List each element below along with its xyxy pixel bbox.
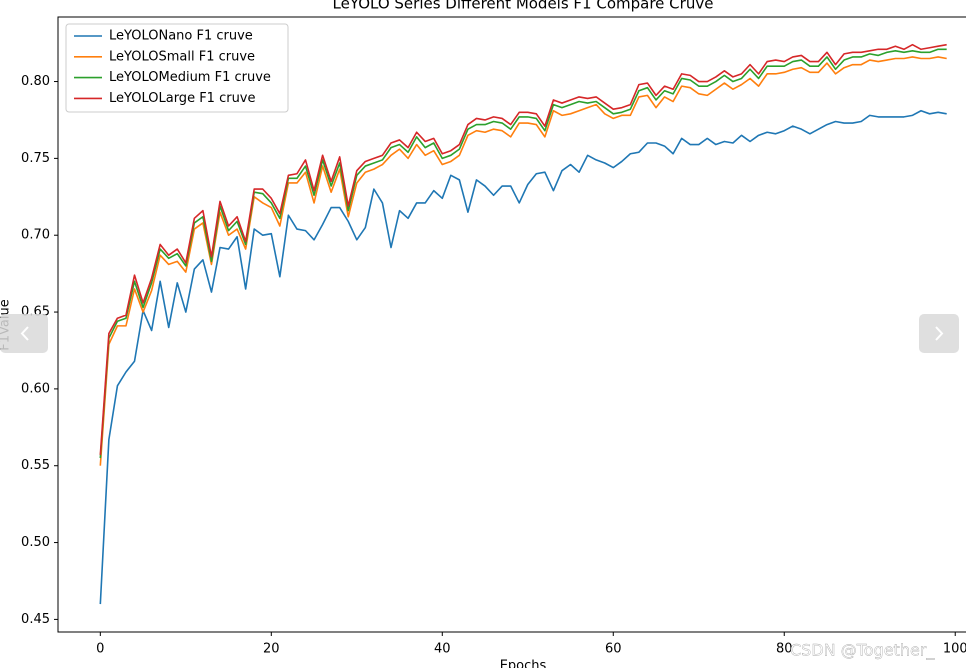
next-chevron[interactable]	[935, 326, 944, 341]
y-tick-label: 0.80	[21, 74, 50, 89]
data-line	[99, 56, 947, 466]
next-button-bg[interactable]	[919, 314, 959, 353]
y-tick-label: 0.70	[21, 228, 50, 243]
next-button[interactable]	[919, 314, 959, 353]
x-tick-label: 100	[943, 642, 966, 657]
legend-label: LeYOLOSmall F1 cruve	[109, 49, 255, 64]
x-tick-label: 40	[434, 642, 451, 657]
chart-title: LeYOLO Series Different Models F1 Compar…	[333, 0, 714, 13]
data-line	[99, 109, 947, 605]
prev-chevron[interactable]	[20, 326, 29, 341]
axes-frame	[57, 16, 966, 633]
legend-label: LeYOLOLarge F1 cruve	[109, 91, 256, 106]
x-tick-label: 60	[605, 642, 622, 657]
y-tick-label: 0.55	[21, 458, 50, 473]
legend-label: LeYOLONano F1 cruve	[109, 29, 253, 44]
y-tick-label: 0.75	[21, 151, 50, 166]
legend-box	[65, 23, 289, 113]
data-line	[99, 43, 947, 456]
x-axis-label: Epochs	[500, 659, 547, 668]
x-tick-label: 0	[96, 642, 104, 657]
y-tick-label: 0.45	[21, 612, 50, 627]
prev-button-bg[interactable]	[0, 314, 48, 353]
y-tick-label: 0.50	[21, 535, 50, 550]
legend: LeYOLONano F1 cruve LeYOLOSmall F1 cruve L…	[65, 23, 289, 113]
y-tick-label: 0.60	[21, 381, 50, 396]
plot-area: 0.450.500.550.600.650.700.750.800 20 40 60 8…	[21, 16, 966, 657]
legend-label: LeYOLOMedium F1 cruve	[109, 70, 271, 85]
x-tick-label: 20	[263, 642, 280, 657]
data-line	[99, 48, 947, 459]
prev-button[interactable]	[0, 314, 48, 353]
watermark: CSDN @Together_	[790, 641, 935, 661]
x-tick-label: 80	[776, 642, 793, 657]
